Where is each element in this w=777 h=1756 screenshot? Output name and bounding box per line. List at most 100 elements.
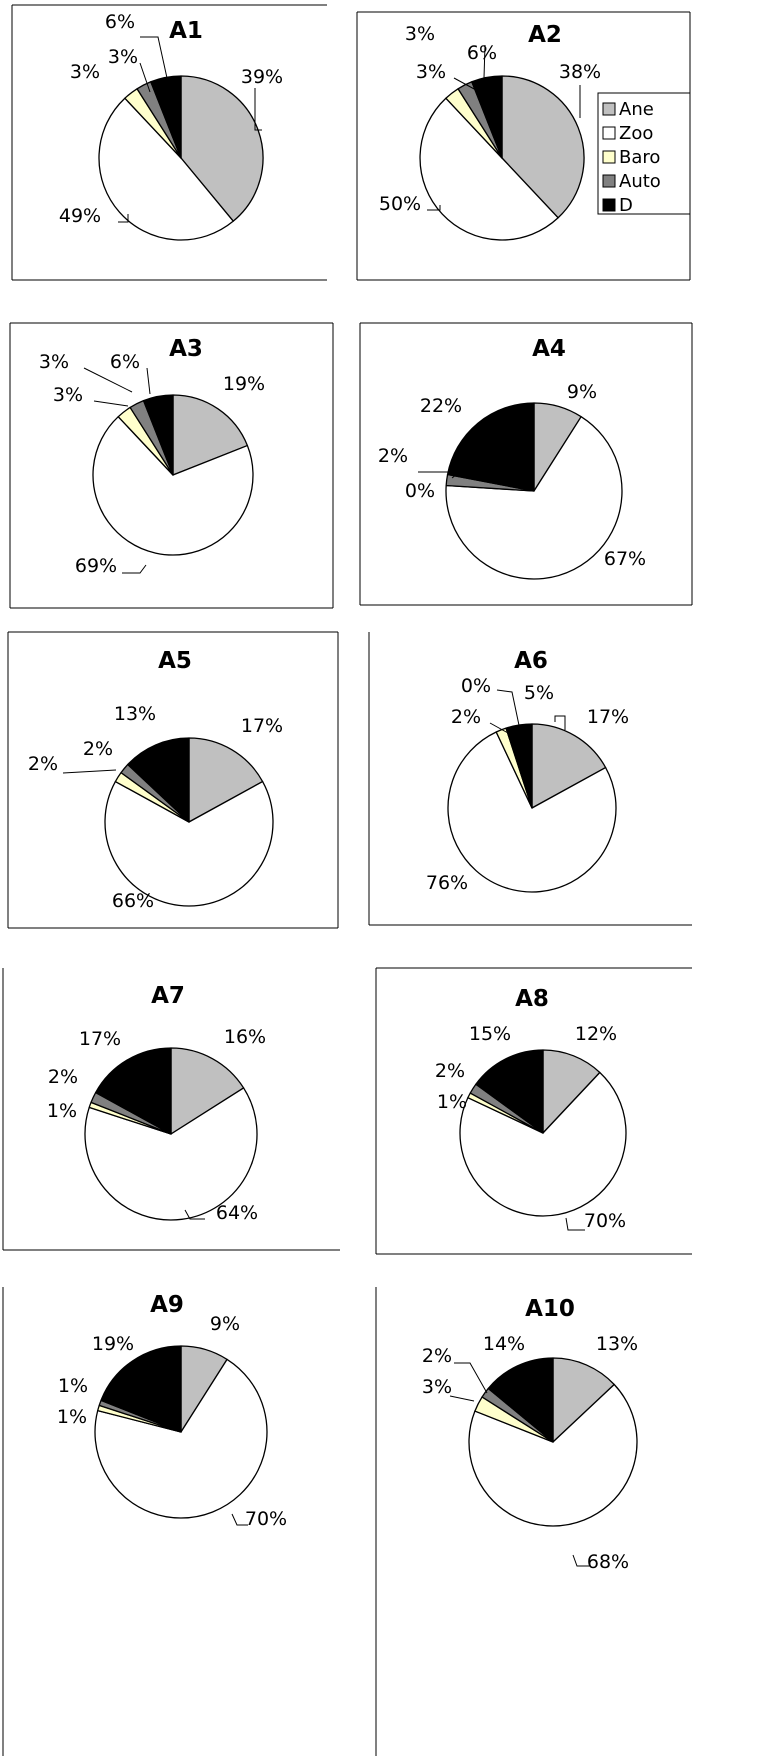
pie-chart-a8: A8 12% 70% 1% 2%15% <box>435 986 627 1232</box>
leader-line <box>146 367 151 395</box>
data-label-d: 6% <box>105 11 135 33</box>
data-label-ane: 39% <box>241 66 283 88</box>
leader-line <box>496 689 521 731</box>
chart-title: A8 <box>515 986 549 1012</box>
data-label-zoo: 50% <box>379 193 421 215</box>
pie-chart-a9: A99%70%1%1%19% <box>57 1292 287 1530</box>
slice-ane <box>552 1357 615 1443</box>
data-label-ane: 19% <box>223 373 265 395</box>
slice-d <box>487 1357 554 1443</box>
slice-d <box>94 1047 172 1135</box>
legend-swatch <box>602 126 616 140</box>
leader-line <box>483 44 486 79</box>
panel-frame <box>368 632 692 926</box>
legend-swatch <box>602 174 616 188</box>
pie-chart-a1: A1 39% 49% 3% 3% 6% <box>59 11 283 241</box>
data-label-d: 17% <box>79 1028 121 1050</box>
chart-title: A3 <box>169 336 203 362</box>
data-label-zoo: 68% <box>587 1551 629 1573</box>
data-label-auto: 2% <box>422 1345 452 1367</box>
slice-ane <box>170 1047 245 1135</box>
legend-label: Zoo <box>619 123 653 144</box>
panel-frame <box>2 968 340 1251</box>
data-label-baro: 1% <box>57 1406 87 1428</box>
leader-line <box>572 1554 590 1567</box>
legend-item-auto: Auto <box>602 171 661 192</box>
chart-title: A6 <box>514 648 548 674</box>
data-label-zoo: 49% <box>59 205 101 227</box>
data-label-ane: 9% <box>567 381 597 403</box>
slice-zoo <box>92 416 254 556</box>
data-label-baro: 1% <box>437 1091 467 1113</box>
data-label-auto: 3% <box>405 23 435 45</box>
slice-zoo <box>98 97 234 241</box>
data-label-zoo: 76% <box>426 872 468 894</box>
leader-line <box>62 769 117 774</box>
chart-title: A10 <box>525 1296 575 1322</box>
chart-title: A9 <box>150 1292 184 1318</box>
data-label-auto: 1% <box>58 1375 88 1397</box>
data-label-ane: 16% <box>224 1026 266 1048</box>
data-label-d: 13% <box>114 703 156 725</box>
slice-zoo <box>447 731 617 893</box>
data-label-d: 6% <box>110 351 140 373</box>
pie-chart-a3: A3 19% 69% 3% 3% 6% <box>39 336 265 577</box>
data-label-ane: 12% <box>575 1023 617 1045</box>
data-label-auto: 0% <box>461 675 491 697</box>
slice-ane <box>531 723 607 809</box>
chart-title: A1 <box>169 18 203 44</box>
slice-zoo <box>104 780 274 907</box>
legend-swatch <box>602 150 616 164</box>
leader-line <box>93 400 129 407</box>
legend: Ane Zoo Baro Auto D <box>597 92 691 216</box>
leader-line <box>139 62 151 93</box>
leader-line <box>454 1362 488 1394</box>
data-label-auto: 2% <box>378 445 408 467</box>
panel-frame <box>359 322 693 606</box>
slice-zoo <box>94 1358 268 1519</box>
data-label-zoo: 64% <box>216 1202 258 1224</box>
leader-line <box>427 205 441 211</box>
data-label-d: 19% <box>92 1333 134 1355</box>
leader-line <box>184 1209 205 1220</box>
data-label-ane: 13% <box>596 1333 638 1355</box>
legend-label: D <box>619 195 633 216</box>
data-label-ane: 17% <box>241 715 283 737</box>
leader-line <box>140 36 168 79</box>
data-label-baro: 1% <box>47 1100 77 1122</box>
pie-chart-a10: A10 13% 68% 3% 2% 14% <box>422 1296 638 1573</box>
data-label-d: 6% <box>467 42 497 64</box>
slice-zoo <box>419 97 559 241</box>
data-label-auto: 3% <box>39 351 69 373</box>
legend-swatch <box>602 102 616 116</box>
data-label-auto: 2% <box>435 1060 465 1082</box>
slice-ane <box>542 1049 601 1134</box>
legend-item-baro: Baro <box>602 147 660 168</box>
data-label-auto: 3% <box>108 46 138 68</box>
legend-item-zoo: Zoo <box>602 123 653 144</box>
data-label-ane: 38% <box>559 61 601 83</box>
slice-ane <box>172 394 249 476</box>
data-label-baro: 2% <box>451 706 481 728</box>
data-label-zoo: 70% <box>245 1508 287 1530</box>
data-label-zoo: 67% <box>604 548 646 570</box>
data-label-zoo: 70% <box>584 1210 626 1232</box>
data-label-baro: 2% <box>28 753 58 775</box>
panel-frame <box>11 4 327 281</box>
leader-line <box>453 77 477 91</box>
legend-item-ane: Ane <box>602 99 654 120</box>
slice-d <box>475 1049 544 1134</box>
data-label-baro: 3% <box>70 61 100 83</box>
pie-chart-a7: A7 16% 64% 1% 2%17% <box>47 983 266 1224</box>
data-label-zoo: 66% <box>112 890 154 912</box>
leader-line <box>449 1395 475 1402</box>
slice-zoo <box>445 416 623 580</box>
legend-label: Auto <box>619 171 661 192</box>
leader-line <box>254 88 262 131</box>
slice-ane <box>501 75 585 219</box>
chart-title: A4 <box>532 336 566 362</box>
leader-line <box>565 1217 585 1231</box>
data-label-d: 14% <box>483 1333 525 1355</box>
